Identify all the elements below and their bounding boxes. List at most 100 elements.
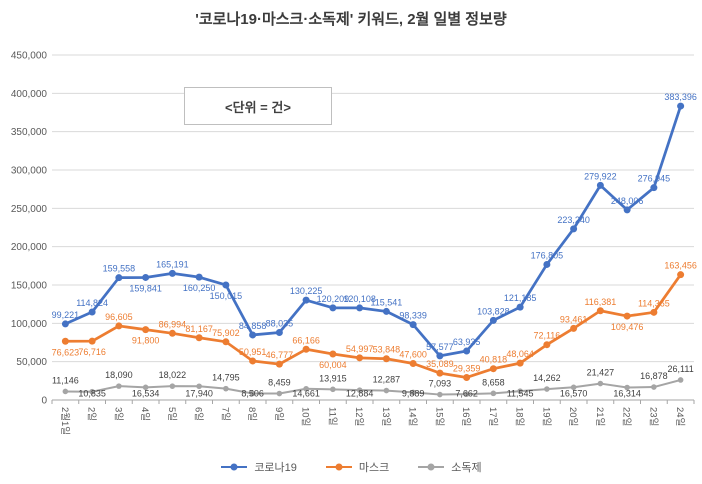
- data-label: 10,835: [78, 389, 106, 399]
- data-point: [382, 355, 390, 363]
- data-point: [463, 347, 471, 355]
- data-label: 16,878: [640, 371, 668, 381]
- data-point: [677, 271, 685, 279]
- data-point: [383, 387, 390, 394]
- data-point: [222, 281, 230, 289]
- data-point: [249, 357, 257, 365]
- data-label: 160,250: [183, 283, 216, 293]
- y-axis-label: 250,000: [11, 204, 48, 215]
- data-point: [142, 326, 150, 334]
- data-label: 46,777: [266, 350, 294, 360]
- x-axis-label: 17일: [487, 407, 498, 426]
- legend-label: 코로나19: [254, 462, 297, 474]
- data-label: 248,006: [611, 196, 644, 206]
- data-point: [302, 345, 310, 353]
- x-axis-label: 22일: [621, 407, 632, 426]
- data-label: 18,090: [105, 370, 133, 380]
- x-axis-label: 5일: [166, 407, 177, 421]
- data-label: 165,191: [156, 259, 189, 269]
- data-point: [329, 350, 337, 358]
- data-point: [276, 390, 283, 397]
- series-line: [64, 273, 682, 379]
- data-point: [115, 322, 123, 330]
- legend-item-mask: 마스크: [325, 459, 389, 475]
- data-label: 66,166: [292, 335, 320, 345]
- data-point: [570, 384, 577, 391]
- data-label: 18,022: [159, 370, 187, 380]
- data-point: [168, 329, 176, 337]
- data-label: 14,262: [533, 373, 561, 383]
- legend: 코로나19 마스크 소독제: [0, 459, 702, 475]
- x-axis-label: 19일: [540, 407, 551, 426]
- data-label: 88,035: [266, 319, 294, 329]
- data-point: [275, 360, 283, 368]
- x-axis-label: 9일: [273, 407, 284, 421]
- data-label: 16,534: [132, 389, 160, 399]
- x-axis-label: 2월1일: [59, 407, 71, 435]
- data-label: 14,795: [212, 373, 240, 383]
- data-point: [597, 380, 604, 387]
- x-axis-label: 2일: [86, 407, 97, 421]
- y-axis-label: 400,000: [11, 89, 48, 100]
- data-point: [168, 269, 176, 277]
- data-label: 109,476: [611, 322, 644, 332]
- data-point: [570, 225, 578, 233]
- data-label: 96,605: [105, 312, 133, 322]
- data-point: [88, 337, 96, 345]
- data-point: [677, 102, 685, 110]
- data-label: 383,396: [664, 92, 697, 102]
- data-label: 159,841: [129, 283, 162, 293]
- data-point: [88, 308, 96, 316]
- data-point: [61, 320, 69, 328]
- series-line: [64, 378, 682, 396]
- data-label: 16,570: [560, 389, 588, 399]
- data-point: [169, 383, 176, 389]
- data-label: 159,558: [103, 264, 136, 274]
- data-point: [544, 386, 550, 392]
- data-point: [650, 308, 658, 316]
- data-point: [275, 329, 283, 337]
- data-point: [89, 388, 95, 395]
- x-axis-label: 11일: [326, 407, 337, 426]
- y-axis-label: 450,000: [11, 51, 48, 62]
- data-label: 29,359: [453, 363, 481, 373]
- data-point: [142, 273, 150, 281]
- data-label: 40,818: [480, 355, 508, 365]
- data-label: 150,015: [210, 291, 243, 301]
- data-point: [516, 303, 524, 311]
- data-point: [650, 184, 658, 192]
- data-point: [489, 316, 497, 324]
- data-point: [330, 386, 336, 393]
- y-axis-label: 150,000: [11, 281, 48, 292]
- x-axis-label: 20일: [567, 407, 578, 426]
- x-axis-label: 14일: [407, 407, 418, 426]
- series-line: [64, 104, 682, 358]
- data-label: 91,800: [132, 336, 160, 346]
- data-point: [596, 181, 604, 189]
- legend-label: 소독제: [451, 462, 482, 474]
- data-label: 98,339: [399, 311, 427, 321]
- data-label: 54,997: [346, 344, 374, 354]
- x-axis-label: 21일: [594, 407, 605, 426]
- x-axis-label: 23일: [647, 407, 658, 426]
- data-label: 13,915: [319, 373, 347, 383]
- data-label: 223,240: [557, 215, 590, 225]
- x-axis-label: 10일: [300, 407, 311, 426]
- data-label: 21,427: [587, 368, 615, 378]
- y-axis-label: 50,000: [16, 357, 47, 368]
- data-label: 279,922: [584, 171, 617, 181]
- data-label: 76,716: [78, 347, 106, 357]
- data-label: 114,365: [638, 298, 670, 308]
- x-axis-label: 15일: [433, 407, 444, 426]
- data-point: [356, 354, 364, 362]
- data-point: [651, 384, 657, 390]
- chart-title: '코로나19·마스크·소독제' 키워드, 2월 일별 정보량: [195, 11, 507, 28]
- data-point: [329, 304, 337, 312]
- data-label: 115,541: [370, 297, 402, 307]
- data-label: 116,381: [584, 297, 616, 307]
- x-axis-label: 13일: [380, 407, 391, 426]
- data-label: 8,506: [241, 389, 264, 399]
- data-label: 120,209: [317, 294, 350, 304]
